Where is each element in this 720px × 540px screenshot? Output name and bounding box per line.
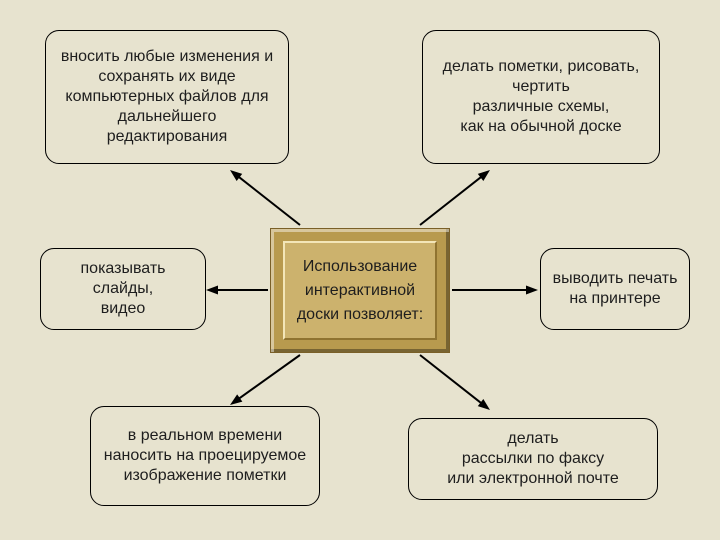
leaf-node-label: выводить печать на принтере [551,269,679,309]
leaf-node-label: вносить любые изменения и сохранять их в… [56,47,278,147]
leaf-node-label: делать пометки, рисовать, чертить различ… [443,57,640,137]
center-node-label: Использование интерактивной доски позвол… [285,255,435,327]
leaf-node-mid-left: показывать слайды, видео [40,248,206,330]
leaf-node-bottom-left: в реальном времени наносить на проецируе… [90,406,320,506]
leaf-node-label: показывать слайды, видео [51,259,195,319]
leaf-node-top-left: вносить любые изменения и сохранять их в… [45,30,289,164]
leaf-node-bottom-right: делать рассылки по факсу или электронной… [408,418,658,500]
leaf-node-label: делать рассылки по факсу или электронной… [447,429,619,489]
diagram-stage: Использование интерактивной доски позвол… [0,0,720,540]
leaf-node-label: в реальном времени наносить на проецируе… [101,426,309,486]
leaf-node-top-right: делать пометки, рисовать, чертить различ… [422,30,660,164]
center-node-inner: Использование интерактивной доски позвол… [283,241,437,340]
leaf-node-mid-right: выводить печать на принтере [540,248,690,330]
